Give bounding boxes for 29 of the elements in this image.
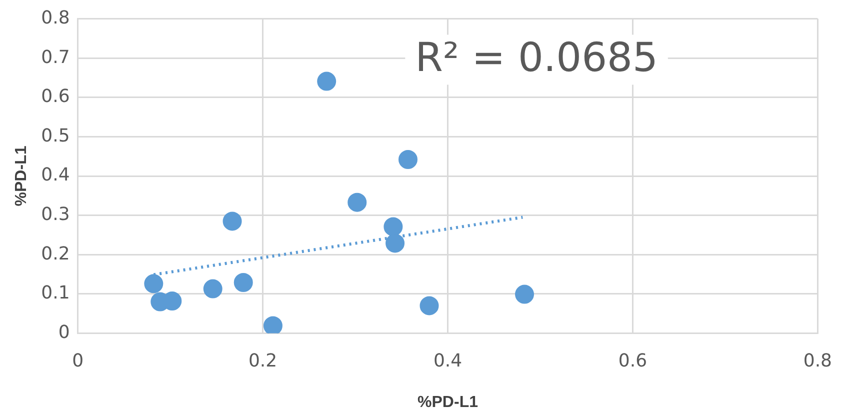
annotation: R² = 0.0685 [415,35,658,82]
y-tick-label: 0.5 [41,125,70,146]
point [348,192,367,212]
point [384,217,403,236]
point [386,234,405,253]
y-tick-label: 0.4 [41,164,70,186]
point [263,316,282,334]
y-axis-title: %PD-L1 [13,146,30,206]
x-tick-label: 0.8 [803,350,832,372]
y-tick-label: 0.8 [41,7,70,28]
x-axis-title: %PD-L1 [418,394,478,411]
x-tick-label: 0.6 [618,350,648,372]
point [317,72,336,91]
point [144,274,164,294]
point [222,212,242,231]
point [398,150,418,169]
point [420,296,439,316]
x-tick-label: 0.4 [433,350,462,372]
y-tick-label: 0 [58,322,70,343]
point [203,279,222,298]
x-tick-label: 0 [72,350,84,372]
x-tick-label: 0.2 [248,350,278,372]
point [234,273,253,292]
y-tick-label: 0.6 [41,86,70,108]
y-tick-label: 0.2 [41,243,70,264]
y-tick-label: 0.3 [41,204,70,225]
point [515,284,534,304]
y-tick-label: 0.1 [41,282,70,304]
y-tick-label: 0.7 [41,46,70,68]
